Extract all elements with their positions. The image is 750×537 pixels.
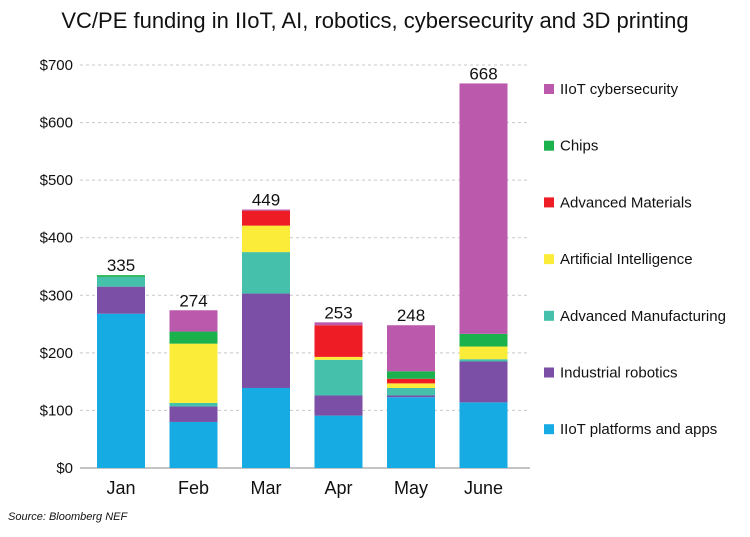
legend-label: Advanced Manufacturing <box>560 308 726 325</box>
bar-segment <box>459 333 508 347</box>
chart-title: VC/PE funding in IIoT, AI, robotics, cyb… <box>61 8 689 33</box>
bar-segment <box>459 83 508 334</box>
bar-total-label: 668 <box>469 64 497 83</box>
legend-swatch <box>544 84 554 94</box>
bar-segment <box>387 387 435 396</box>
y-tick-label: $0 <box>56 460 73 477</box>
legend-label: IIoT platforms and apps <box>560 421 717 438</box>
x-tick-label: June <box>464 478 503 498</box>
y-tick-label: $500 <box>40 172 73 189</box>
bar-segment <box>387 397 435 468</box>
legend-label: Artificial Intelligence <box>560 251 693 268</box>
x-tick-label: May <box>394 478 428 498</box>
bar-segment <box>387 395 435 398</box>
legend-label: Industrial robotics <box>560 365 678 382</box>
x-tick-label: Mar <box>251 478 282 498</box>
y-tick-label: $300 <box>40 287 73 304</box>
bar-segment <box>169 421 218 468</box>
legend-swatch <box>544 254 554 265</box>
bar-segment <box>97 276 145 287</box>
bar-segment <box>169 310 218 332</box>
bar-segment <box>97 275 145 277</box>
bar-segment <box>242 210 290 226</box>
bar-total-label: 449 <box>252 191 280 210</box>
y-tick-label: $600 <box>40 115 73 132</box>
x-tick-label: Jan <box>106 478 135 498</box>
legend-swatch <box>544 424 554 435</box>
bar-segment <box>242 225 290 253</box>
bar-segment <box>314 325 363 357</box>
bar-segment <box>169 402 218 407</box>
bar-segment <box>169 343 218 403</box>
x-tick-label: Feb <box>178 478 209 498</box>
source-note: Source: Bloomberg NEF <box>8 511 128 523</box>
bar-segment <box>459 346 508 360</box>
bar-segment <box>169 406 218 422</box>
bar-segment <box>459 361 508 403</box>
bar-segment <box>387 378 435 384</box>
bar-segment <box>242 252 290 294</box>
bar-segment <box>169 331 218 344</box>
bar-segment <box>97 286 145 314</box>
bar-segment <box>314 395 363 416</box>
bar-segment <box>387 325 435 372</box>
bar-segment <box>314 359 363 396</box>
bar-segment <box>242 387 290 468</box>
bar-total-label: 253 <box>324 303 352 322</box>
legend-swatch <box>544 140 554 151</box>
bar-segment <box>314 322 363 326</box>
legend-swatch <box>544 197 554 208</box>
legend-label: Chips <box>560 138 598 155</box>
legend-swatch <box>544 367 554 378</box>
bar-segment <box>242 293 290 388</box>
bar-segment <box>387 371 435 379</box>
x-tick-label: Apr <box>324 478 352 498</box>
legend-label: IIoT cybersecurity <box>560 81 679 98</box>
bar-segment <box>459 359 508 362</box>
bar-segment <box>387 383 435 388</box>
legend-swatch <box>544 310 554 321</box>
bar-segment <box>97 313 145 468</box>
y-tick-label: $200 <box>40 345 73 362</box>
bar-segment <box>314 356 363 360</box>
bar-segment <box>314 415 363 468</box>
bar-total-label: 335 <box>107 256 135 275</box>
bar-total-label: 248 <box>397 306 425 325</box>
bar-total-label: 274 <box>179 291 207 310</box>
y-tick-label: $700 <box>40 57 73 74</box>
bar-segment <box>242 209 290 211</box>
y-tick-label: $100 <box>40 402 73 419</box>
legend-label: Advanced Materials <box>560 194 692 211</box>
y-tick-label: $400 <box>40 230 73 247</box>
bar-segment <box>459 402 508 468</box>
